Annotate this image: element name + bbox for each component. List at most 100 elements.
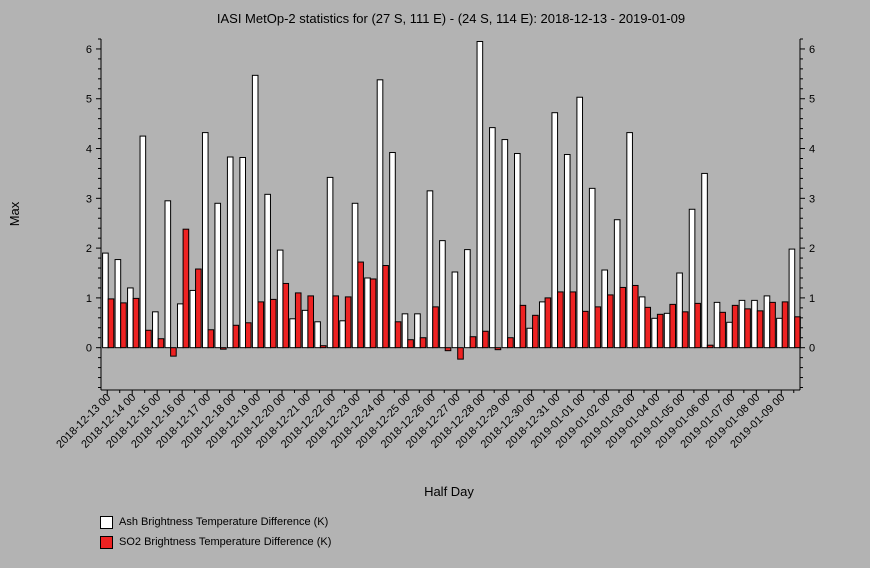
bar-so2 [269, 298, 277, 349]
bar-so2 [507, 337, 514, 349]
y-tick-label-right: 3 [809, 193, 815, 205]
legend-item-so2: SO2 Brightness Temperature Difference (K… [100, 532, 331, 552]
bar-so2 [369, 278, 377, 349]
bar-so2 [482, 330, 489, 349]
bar-so2 [532, 314, 539, 349]
bar-so2 [120, 302, 127, 349]
bar-so2 [519, 304, 527, 349]
bar-so2 [756, 310, 764, 349]
bar-ash [501, 139, 509, 349]
bar-so2 [394, 321, 402, 349]
bar-so2 [282, 282, 290, 349]
bar-ash [326, 176, 334, 349]
bar-so2 [182, 228, 190, 349]
bar-ash [576, 96, 584, 349]
bar-so2 [132, 297, 140, 349]
bar-ash [189, 289, 197, 349]
bar-so2 [631, 284, 639, 349]
bar-so2 [606, 294, 614, 349]
bar-so2 [432, 306, 439, 349]
bar-ash [201, 132, 209, 349]
bar-ash [626, 132, 633, 349]
bar-ash [314, 321, 321, 349]
bar-ash [713, 301, 721, 349]
bar-so2 [294, 292, 302, 349]
bar-ash [414, 313, 421, 349]
bar-ash [376, 79, 384, 349]
bar-ash [638, 296, 646, 349]
bar-ash [226, 156, 234, 349]
bar-so2 [444, 347, 452, 352]
bar-ash [701, 172, 708, 349]
y-tick-label-left: 3 [86, 193, 92, 205]
bar-ash [239, 156, 246, 349]
bar-so2 [731, 304, 739, 349]
bar-so2 [332, 295, 339, 349]
bar-so2 [694, 302, 701, 349]
bar-ash [152, 311, 159, 349]
y-axis-label: Max [7, 201, 22, 226]
bar-ash [139, 135, 147, 349]
y-tick-label-left: 5 [86, 94, 92, 106]
bar-ash [676, 272, 683, 349]
bar-so2 [706, 344, 714, 349]
bar-ash [364, 277, 371, 349]
legend-swatch-ash [100, 515, 113, 529]
y-tick-label-right: 0 [809, 343, 815, 355]
y-tick-label-right: 4 [809, 144, 815, 156]
y-tick-label-left: 0 [86, 343, 92, 355]
bar-so2 [557, 291, 564, 349]
bar-ash [401, 313, 409, 349]
bar-ash [102, 252, 109, 349]
bar-so2 [669, 303, 677, 349]
bar-so2 [157, 338, 165, 349]
y-tick-label-left: 6 [86, 44, 92, 56]
bar-so2 [220, 347, 227, 350]
bar-ash [776, 317, 783, 349]
bar-so2 [257, 301, 265, 349]
bar-ash [688, 208, 696, 349]
bar-so2 [644, 306, 652, 349]
bar-so2 [794, 316, 801, 349]
bar-ash [339, 320, 346, 349]
bar-ash [389, 152, 396, 349]
bar-ash [751, 299, 758, 349]
bar-ash [464, 249, 471, 349]
bar-ash [114, 259, 122, 349]
bar-so2 [594, 306, 602, 349]
bar-ash [251, 74, 259, 349]
y-tick-label-right: 1 [809, 293, 815, 305]
bar-so2 [195, 268, 202, 349]
bar-so2 [769, 301, 776, 349]
bar-ash [301, 309, 309, 349]
y-tick-label-right: 2 [809, 243, 815, 255]
bar-so2 [245, 322, 252, 349]
bar-so2 [319, 345, 327, 349]
bar-so2 [469, 336, 477, 349]
bar-ash [439, 240, 446, 349]
bar-ash [726, 321, 733, 349]
legend-item-ash: Ash Brightness Temperature Difference (K… [100, 512, 331, 532]
bar-ash [276, 249, 284, 349]
chart-title: IASI MetOp-2 statistics for (27 S, 111 E… [217, 11, 685, 26]
bar-so2 [232, 324, 240, 349]
bar-ash [588, 187, 596, 349]
y-tick-label-left: 4 [86, 144, 92, 156]
legend: Ash Brightness Temperature Difference (K… [100, 512, 331, 552]
bar-ash [426, 190, 434, 349]
bar-ash [451, 271, 459, 349]
bar-so2 [719, 311, 726, 349]
bar-ash [514, 153, 521, 349]
bar-ash [563, 154, 571, 349]
bar-ash [663, 312, 671, 349]
bar-ash [127, 287, 134, 349]
bar-so2 [457, 347, 464, 360]
bar-so2 [357, 261, 364, 349]
x-axis-label: Half Day [424, 484, 474, 499]
bar-so2 [145, 329, 152, 349]
bar-so2 [382, 265, 389, 349]
bar-ash [489, 127, 496, 349]
